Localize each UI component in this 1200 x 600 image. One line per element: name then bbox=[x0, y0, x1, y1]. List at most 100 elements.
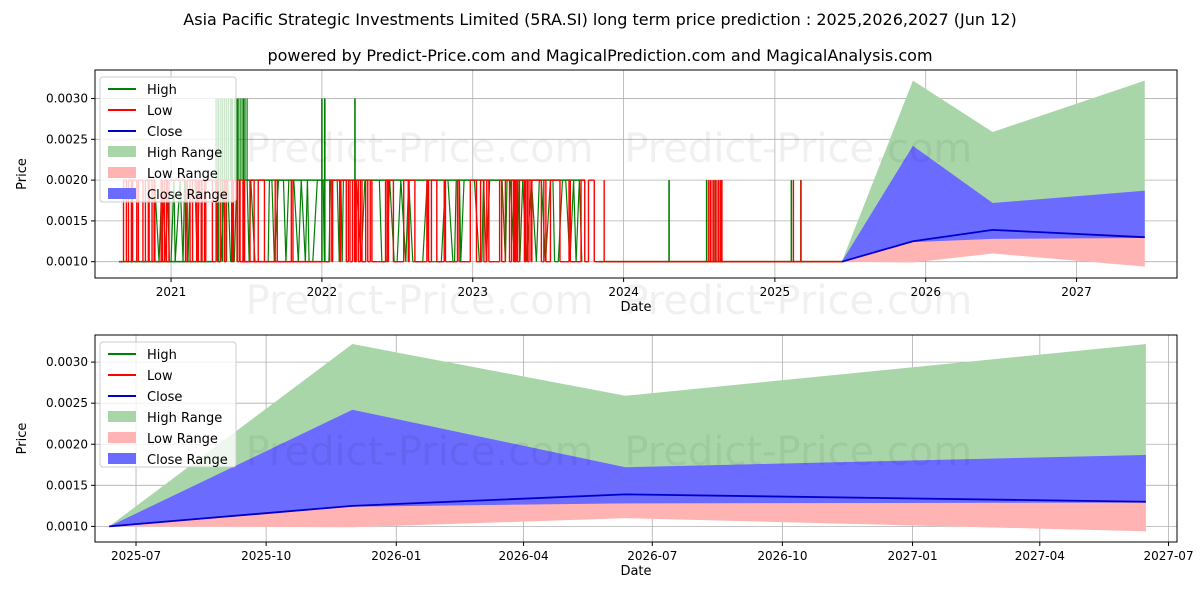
high-line-segment bbox=[153, 180, 160, 262]
p2-y-tick-label: 0.0030 bbox=[46, 355, 88, 369]
high-line-segment bbox=[535, 180, 540, 262]
p2-legend-label: High Range bbox=[147, 411, 222, 426]
high-line-segment bbox=[179, 180, 184, 262]
p1-x-tick-label: 2022 bbox=[307, 285, 338, 299]
high-line-segment bbox=[293, 180, 299, 262]
watermark-text: Predict-Price.com bbox=[246, 278, 594, 324]
p1-legend-label: Close Range bbox=[147, 188, 228, 203]
high-line-segment bbox=[458, 180, 462, 262]
high-line-segment bbox=[517, 180, 521, 262]
p1-close-range-area bbox=[841, 145, 1145, 262]
watermark-text: Predict-Price.com bbox=[624, 429, 972, 475]
p2-y-tick-label: 0.0015 bbox=[46, 478, 88, 492]
p2-series bbox=[109, 344, 1146, 532]
high-line-segment bbox=[453, 180, 457, 262]
high-line-segment bbox=[161, 180, 167, 262]
high-line-segment bbox=[227, 180, 232, 262]
p1-x-tick-label: 2024 bbox=[608, 285, 639, 299]
high-line-segment bbox=[378, 180, 383, 262]
p2-plot-area: 2025-07 2025-10 2026-01 2026-04 2026-07 2026-… bbox=[15, 334, 1194, 579]
high-line-segment bbox=[473, 180, 480, 262]
high-line-segment bbox=[271, 180, 275, 262]
high-line-segment bbox=[273, 180, 280, 262]
p1-legend-label: High Range bbox=[147, 146, 222, 161]
p2-legend-swatch bbox=[108, 432, 136, 443]
p2-legend-box bbox=[99, 341, 237, 468]
high-line-segment bbox=[166, 180, 170, 262]
chart-title: Asia Pacific Strategic Investments Limit… bbox=[183, 10, 1017, 29]
high-line-segment bbox=[501, 180, 506, 262]
high-line-segment bbox=[297, 180, 302, 262]
high-line-segment bbox=[338, 180, 342, 262]
p2-x-tick-label: 2026-01 bbox=[371, 549, 421, 563]
high-line-segment bbox=[408, 180, 414, 262]
p1-x-tick-label: 2027 bbox=[1061, 285, 1092, 299]
chart-subtitle: powered by Predict-Price.com and Magical… bbox=[267, 46, 933, 65]
high-line-segment bbox=[578, 180, 583, 262]
high-line-segment bbox=[165, 180, 168, 262]
p1-y-tick-label: 0.0015 bbox=[46, 214, 88, 228]
p2-y-tick-label: 0.0020 bbox=[46, 437, 88, 451]
high-line-segment bbox=[557, 180, 564, 262]
watermark-text: Predict-Price.com bbox=[624, 278, 972, 324]
p2-legend-label: High bbox=[147, 348, 177, 363]
high-line-segment bbox=[389, 180, 395, 262]
high-line-segment bbox=[341, 180, 344, 262]
high-line-segment bbox=[182, 180, 186, 262]
high-line-segment bbox=[565, 180, 571, 262]
high-line-segment bbox=[540, 180, 547, 262]
p2-axes-frame bbox=[94, 334, 1178, 543]
p2-legend-label: Low Range bbox=[147, 432, 218, 447]
high-line-segment bbox=[306, 180, 310, 262]
p2-close-range-area bbox=[109, 409, 1146, 527]
high-line-segment bbox=[304, 180, 309, 262]
p1-legend-label: Close bbox=[147, 125, 182, 140]
p1-high-range-area bbox=[841, 80, 1145, 262]
high-line-segment bbox=[422, 180, 428, 262]
high-line-segment bbox=[396, 180, 402, 262]
high-line-segment bbox=[426, 180, 430, 262]
p2-x-tick-label: 2027-01 bbox=[887, 549, 937, 563]
high-line-segment bbox=[248, 180, 252, 262]
high-line-segment bbox=[482, 180, 487, 262]
high-line-segment bbox=[340, 180, 343, 262]
p2-x-tick-label: 2026-04 bbox=[498, 549, 548, 563]
high-line-segment bbox=[220, 180, 225, 262]
high-line-segment bbox=[447, 180, 454, 262]
high-line-segment bbox=[174, 180, 181, 262]
high-line-segment bbox=[322, 180, 325, 262]
high-line-segment bbox=[158, 180, 163, 262]
high-line-segment bbox=[282, 180, 287, 262]
p1-x-tick-label: 2025 bbox=[760, 285, 791, 299]
p1-low-range-area bbox=[841, 230, 1145, 267]
high-line-segment bbox=[194, 180, 198, 262]
p2-x-tick-label: 2026-10 bbox=[757, 549, 807, 563]
p2-x-tick-label: 2025-10 bbox=[241, 549, 291, 563]
high-line-segment bbox=[336, 180, 340, 262]
high-line-segment bbox=[215, 180, 219, 262]
p2-x-tick-label: 2025-07 bbox=[111, 549, 161, 563]
high-line-segment bbox=[519, 180, 524, 262]
p2-x-axis-label: Date bbox=[620, 564, 651, 579]
p2-y-axis-label: Price bbox=[15, 423, 30, 455]
p2-x-tick-label: 2026-07 bbox=[627, 549, 677, 563]
high-line-segment bbox=[485, 180, 491, 262]
high-line-segment bbox=[481, 180, 485, 262]
p2-legend-swatch bbox=[108, 411, 136, 422]
p1-legend-swatch bbox=[108, 146, 136, 157]
p1-legend: High Low Close High Range Low Range Close Ran… bbox=[99, 76, 237, 203]
p1-legend-label: High bbox=[147, 83, 177, 98]
high-line-segment bbox=[569, 180, 575, 262]
high-line-segment bbox=[184, 180, 189, 262]
high-line-segment bbox=[525, 180, 533, 262]
high-line-segment bbox=[515, 180, 519, 262]
p1-series bbox=[118, 80, 1145, 267]
p2-close-line bbox=[109, 493, 1146, 528]
p1-legend-label: Low Range bbox=[147, 167, 218, 182]
p1-x-axis-label: Date bbox=[620, 300, 651, 315]
high-line-segment bbox=[285, 180, 290, 262]
p1-close-line bbox=[841, 228, 1145, 263]
high-line-segment bbox=[250, 180, 256, 262]
p2-y-tick-label: 0.0025 bbox=[46, 396, 88, 410]
